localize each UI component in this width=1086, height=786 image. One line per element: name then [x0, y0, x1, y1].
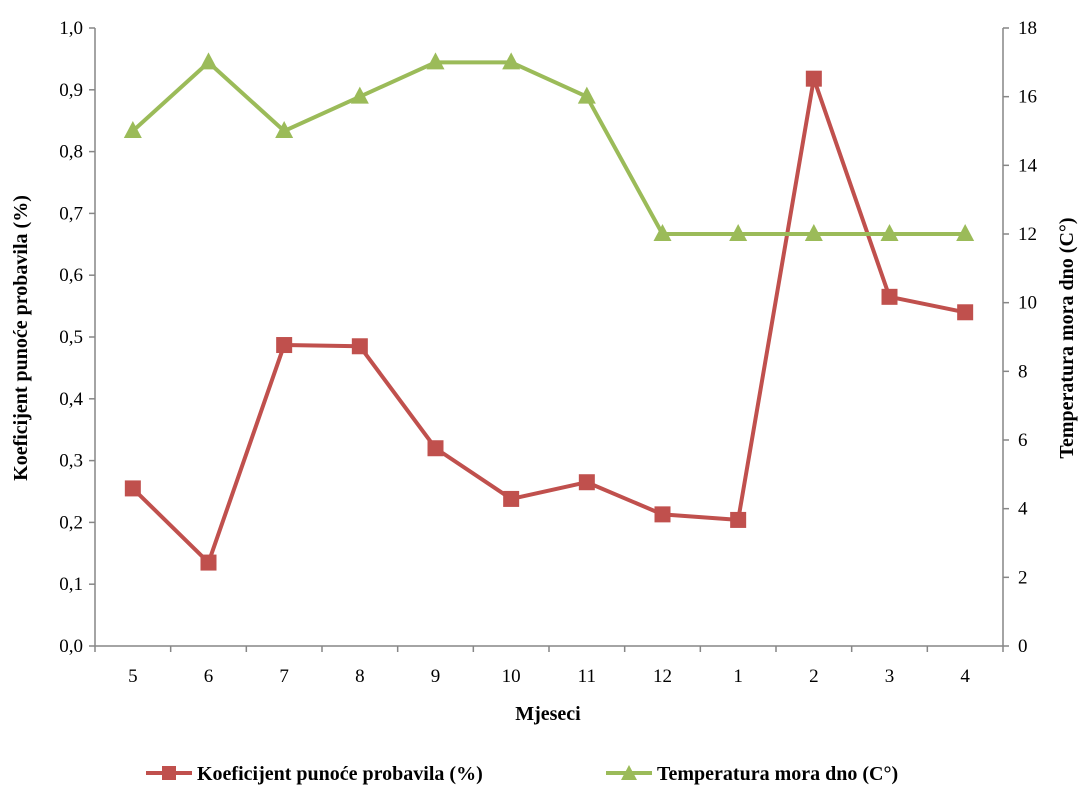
x-tick-label: 10 [502, 666, 521, 687]
data-point-square [654, 506, 671, 523]
y-tick-label: 0,3 [59, 451, 83, 472]
data-point-square [730, 511, 747, 528]
y-tick-label: 0,9 [59, 80, 83, 101]
legend-label-koeficijent: Koeficijent punoće probavila (%) [197, 763, 483, 785]
y2-tick-label: 18 [1018, 18, 1037, 39]
y2-tick-label: 4 [1018, 499, 1028, 520]
y-tick-label: 0,6 [59, 265, 83, 286]
series-line-1 [131, 60, 966, 236]
data-point-triangle [880, 224, 899, 241]
x-tick-label: 4 [960, 666, 970, 687]
data-point-square [881, 288, 898, 305]
data-point-triangle [350, 86, 369, 104]
data-point-square [351, 338, 368, 355]
y-axis-title: Koeficijent punoće probavila (%) [10, 195, 32, 481]
y-tick-label: 0,8 [59, 142, 83, 163]
legend-marker-triangle [621, 765, 637, 780]
x-tick-label: 11 [578, 666, 596, 687]
x-tick-label: 7 [279, 666, 289, 687]
data-point-triangle [956, 224, 975, 241]
y-tick-label: 1,0 [59, 18, 83, 39]
data-point-square [805, 70, 822, 87]
axes [94, 28, 1004, 647]
y-tick-label: 0,7 [59, 203, 83, 224]
y-tick-label: 0,1 [59, 574, 83, 595]
data-point-triangle [123, 121, 142, 138]
y-tick-label: 0,4 [59, 389, 83, 410]
y2-tick-label: 14 [1018, 155, 1038, 176]
data-point-triangle [653, 224, 672, 241]
x-tick-label: 5 [128, 666, 138, 687]
y-tick-label: 0,2 [59, 512, 83, 533]
legend-item-koeficijent: Koeficijent punoće probavila (%) [146, 763, 483, 785]
data-point-square [427, 440, 444, 457]
x-tick-label: 6 [204, 666, 214, 687]
ticks: 0,0 0,1 0,2 0,3 0,4 0,5 0,6 0,7 0,8 0,9 1,0 0 2 4 6 8 10… [59, 18, 1037, 687]
y2-tick-label: 6 [1018, 430, 1028, 451]
data-point-triangle [275, 121, 294, 138]
data-point-triangle [577, 86, 596, 104]
data-point-square [124, 480, 141, 497]
y2-tick-label: 10 [1018, 293, 1037, 314]
y2-tick-label: 16 [1018, 87, 1037, 108]
x-axis-title: Mjeseci [515, 703, 581, 725]
y2-tick-label: 0 [1018, 636, 1028, 657]
x-tick-label: 9 [431, 666, 441, 687]
data-point-square [200, 554, 217, 571]
data-point-square [276, 337, 293, 354]
x-tick-label: 8 [355, 666, 365, 687]
legend-label-temperatura: Temperatura mora dno (C°) [657, 763, 898, 785]
x-tick-label: 2 [809, 666, 819, 687]
x-tick-label: 1 [733, 666, 743, 687]
legend-marker-square [162, 766, 176, 780]
series-line-0 [131, 76, 966, 565]
x-tick-label: 12 [653, 666, 672, 687]
data-point-square [503, 490, 520, 507]
y2-tick-label: 2 [1018, 567, 1028, 588]
y-tick-label: 0,0 [59, 636, 83, 657]
data-point-triangle [729, 224, 748, 241]
y2-tick-label: 12 [1018, 224, 1037, 245]
legend: Koeficijent punoće probavila (%) Tempera… [146, 763, 898, 785]
data-point-triangle [502, 52, 521, 70]
data-point-triangle [804, 224, 823, 241]
y-tick-label: 0,5 [59, 327, 83, 348]
data-point-triangle [426, 52, 445, 70]
legend-item-temperatura: Temperatura mora dno (C°) [606, 763, 898, 785]
series-layer [123, 52, 975, 571]
y2-tick-label: 8 [1018, 361, 1028, 382]
y2-axis-title: Temperatura mora dno (C°) [1056, 217, 1078, 458]
data-point-square [578, 474, 595, 491]
data-point-triangle [199, 52, 218, 70]
x-tick-label: 3 [885, 666, 895, 687]
data-point-square [957, 304, 974, 321]
